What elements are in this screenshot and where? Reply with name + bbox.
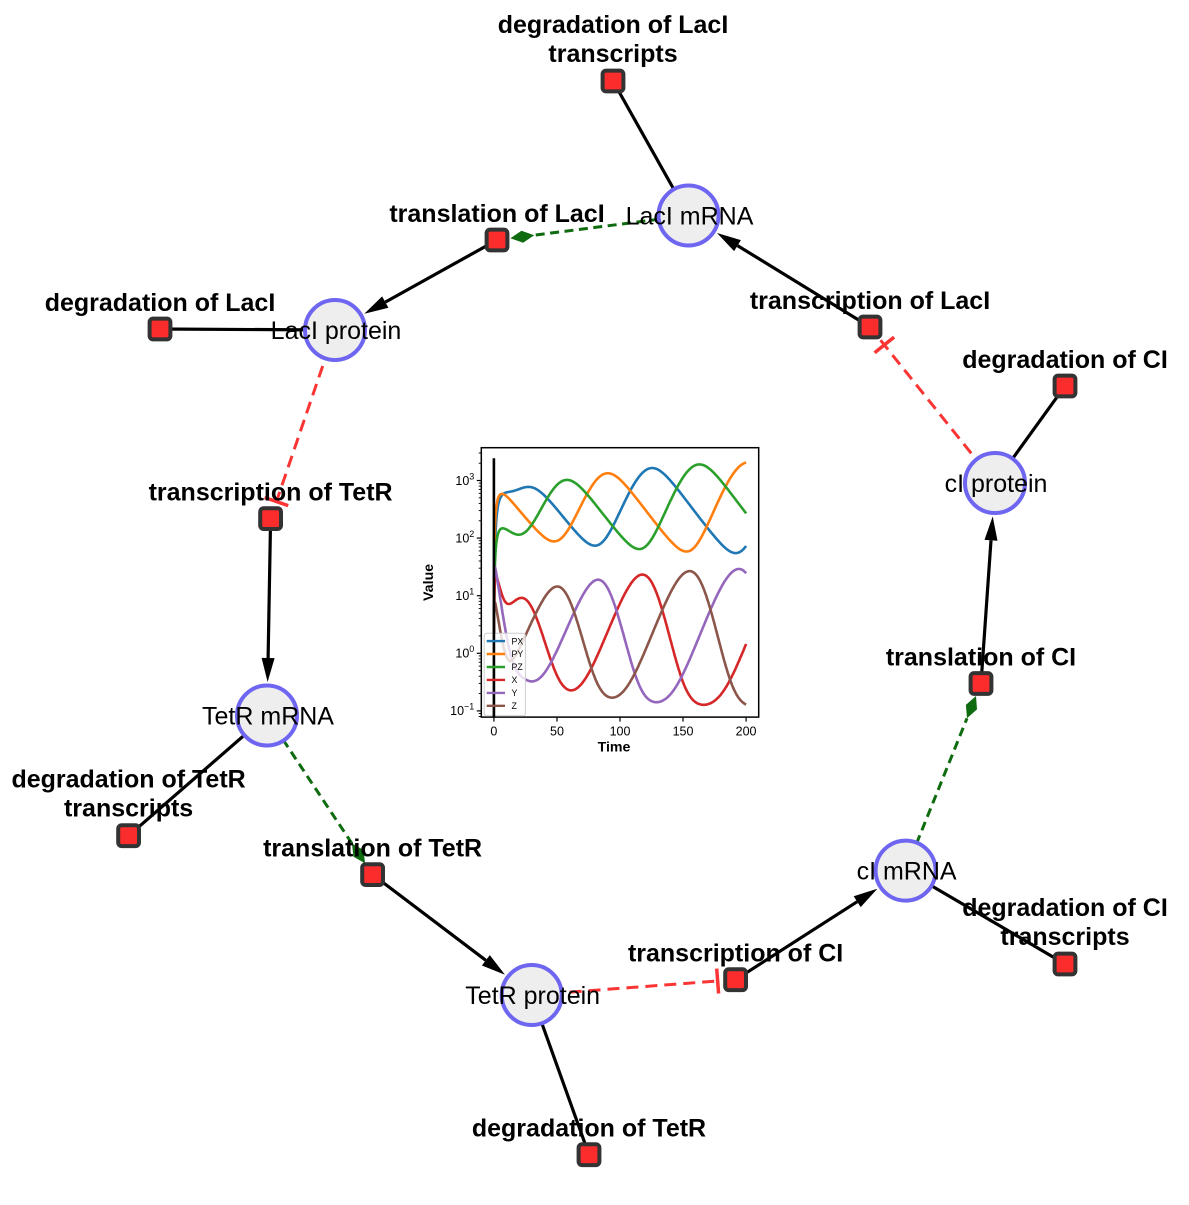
- svg-text:Z: Z: [512, 701, 518, 711]
- svg-text:translation of TetR: translation of TetR: [263, 835, 482, 863]
- svg-text:Value: Value: [421, 564, 437, 601]
- svg-text:degradation of CI: degradation of CI: [962, 894, 1168, 922]
- svg-text:translation of CI: translation of CI: [886, 644, 1076, 672]
- svg-text:degradation of TetR: degradation of TetR: [11, 766, 245, 794]
- svg-text:transcription of CI: transcription of CI: [628, 940, 843, 968]
- svg-text:degradation of LacI: degradation of LacI: [498, 11, 729, 39]
- svg-text:TetR mRNA: TetR mRNA: [202, 703, 334, 731]
- svg-text:LacI mRNA: LacI mRNA: [626, 203, 754, 231]
- svg-text:LacI protein: LacI protein: [271, 317, 402, 345]
- svg-text:150: 150: [673, 725, 694, 739]
- svg-text:cI protein: cI protein: [945, 470, 1048, 498]
- svg-text:TetR protein: TetR protein: [465, 982, 600, 1010]
- svg-text:0: 0: [490, 725, 497, 739]
- svg-text:50: 50: [550, 725, 564, 739]
- svg-text:transcripts: transcripts: [548, 40, 677, 68]
- svg-text:degradation of LacI: degradation of LacI: [45, 289, 276, 317]
- svg-text:100: 100: [610, 725, 631, 739]
- svg-text:PY: PY: [512, 649, 524, 659]
- svg-text:translation of LacI: translation of LacI: [389, 200, 604, 228]
- svg-text:X: X: [512, 675, 518, 685]
- svg-text:transcription of TetR: transcription of TetR: [149, 479, 393, 507]
- svg-text:transcription of LacI: transcription of LacI: [750, 287, 990, 315]
- svg-text:PZ: PZ: [512, 662, 524, 672]
- svg-text:PX: PX: [512, 636, 524, 646]
- svg-text:transcripts: transcripts: [64, 795, 193, 823]
- svg-text:transcripts: transcripts: [1000, 923, 1129, 951]
- svg-text:200: 200: [736, 725, 757, 739]
- svg-text:degradation of TetR: degradation of TetR: [472, 1115, 706, 1143]
- svg-text:cI mRNA: cI mRNA: [857, 858, 957, 886]
- svg-text:degradation of CI: degradation of CI: [962, 346, 1168, 374]
- svg-text:Time: Time: [598, 740, 631, 756]
- svg-text:Y: Y: [512, 688, 518, 698]
